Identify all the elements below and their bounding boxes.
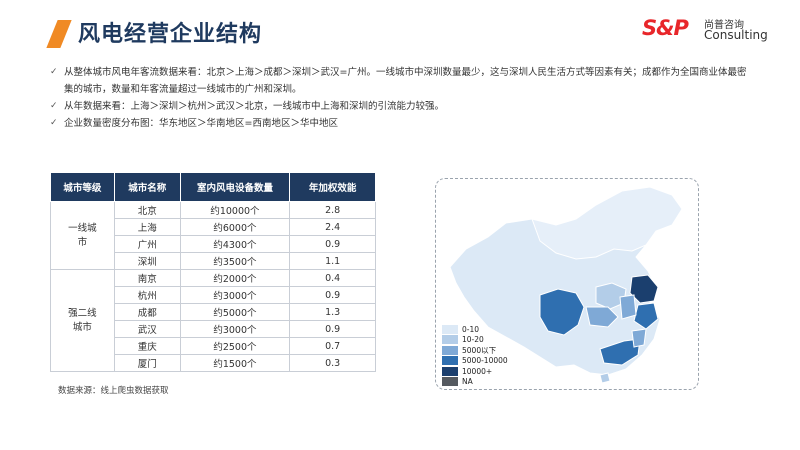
efficiency-cell: 2.4 — [289, 218, 376, 236]
count-cell: 约6000个 — [179, 218, 291, 236]
col-header-efficiency: 年加权效能 — [289, 172, 376, 202]
check-icon: ✓ — [50, 101, 58, 111]
bullet-item: ✓ 企业数量密度分布图：华东地区＞华南地区=西南地区＞华中地区 — [50, 115, 750, 132]
company-logo: S&P 尚普咨询 Consulting — [642, 16, 774, 46]
source-note: 数据来源：线上爬虫数据获取 — [58, 386, 169, 396]
efficiency-cell: 0.4 — [289, 269, 376, 287]
city-cell: 广州 — [113, 235, 181, 253]
count-cell: 约1500个 — [179, 354, 291, 372]
count-cell: 约3000个 — [179, 286, 291, 304]
bullet-item: ✓ 从年数据来看：上海＞深圳＞杭州＞武汉＞北京，一线城市中上海和深圳的引流能力较… — [50, 98, 750, 115]
table-row: 成都 约5000个 1.3 — [51, 303, 376, 321]
efficiency-cell: 1.1 — [289, 252, 376, 270]
map-region-hainan — [599, 372, 611, 384]
legend-swatch — [442, 356, 458, 366]
count-cell: 约5000个 — [179, 303, 291, 321]
legend-label: 5000以下 — [462, 345, 497, 355]
china-density-map: 0-10 10-20 5000以下 5000-10000 10000+ NA — [435, 178, 699, 390]
bullet-text: 企业数量密度分布图：华东地区＞华南地区=西南地区＞华中地区 — [64, 118, 338, 129]
map-region-fujian — [631, 328, 647, 348]
city-cell: 杭州 — [113, 286, 181, 304]
map-region-hubei — [585, 306, 619, 328]
title-accent-bar — [46, 20, 72, 48]
map-region-guangdong — [599, 338, 641, 366]
count-cell: 约2500个 — [179, 337, 291, 355]
map-region-anhui — [619, 294, 637, 320]
efficiency-cell: 0.7 — [289, 337, 376, 355]
legend-item: 10000+ — [442, 366, 508, 377]
check-icon: ✓ — [50, 118, 58, 128]
map-region-sichuan — [539, 288, 585, 336]
page-title: 风电经营企业结构 — [78, 22, 263, 47]
legend-swatch — [442, 324, 458, 334]
efficiency-cell: 0.9 — [289, 235, 376, 253]
legend-swatch — [442, 366, 458, 376]
logo-cn-text: 尚普咨询 — [704, 20, 744, 31]
legend-item: 5000以下 — [442, 345, 508, 356]
table-row: 一线城市 北京 约10000个 2.8 — [50, 201, 376, 270]
table-row: 重庆 约2500个 0.7 — [51, 337, 376, 355]
legend-label: NA — [462, 377, 473, 387]
city-cell: 厦门 — [113, 354, 181, 372]
city-cell: 武汉 — [113, 320, 181, 338]
map-region-north — [531, 186, 683, 260]
count-cell: 约3500个 — [179, 252, 291, 270]
legend-swatch — [442, 377, 458, 387]
legend-swatch — [442, 345, 458, 355]
legend-label: 5000-10000 — [462, 356, 508, 366]
efficiency-cell: 1.3 — [289, 303, 376, 321]
col-header-city: 城市名称 — [113, 172, 181, 202]
check-icon: ✓ — [50, 67, 58, 77]
city-cell: 成都 — [113, 303, 181, 321]
map-legend: 0-10 10-20 5000以下 5000-10000 10000+ NA — [442, 324, 508, 387]
legend-item: 10-20 — [442, 335, 508, 346]
legend-swatch — [442, 335, 458, 345]
count-cell: 约3000个 — [179, 320, 291, 338]
map-region-zhejiang — [633, 302, 659, 330]
city-table: 城市等级 城市名称 室内风电设备数量 年加权效能 一线城市 北京 约10000个… — [50, 172, 376, 372]
table-header-row: 城市等级 城市名称 室内风电设备数量 年加权效能 — [50, 172, 376, 202]
logo-mark: S&P — [642, 16, 689, 40]
legend-label: 10000+ — [462, 366, 493, 376]
tier-cell: 强二线城市 — [50, 269, 115, 372]
map-region-jiangsu — [629, 274, 659, 304]
legend-label: 0-10 — [462, 324, 480, 334]
col-header-count: 室内风电设备数量 — [179, 172, 291, 202]
efficiency-cell: 0.9 — [289, 286, 376, 304]
table-row: 厦门 约1500个 0.3 — [51, 354, 376, 372]
summary-bullets: ✓ 从整体城市风电年客流数据来看：北京＞上海＞成都＞深圳＞武汉=广州。一线城市中… — [50, 64, 750, 132]
legend-item: 0-10 — [442, 324, 508, 335]
bullet-text: 从年数据来看：上海＞深圳＞杭州＞武汉＞北京，一线城市中上海和深圳的引流能力较强。 — [64, 101, 445, 112]
tier-cell: 一线城市 — [50, 201, 115, 270]
legend-label: 10-20 — [462, 335, 484, 345]
bullet-text: 从整体城市风电年客流数据来看：北京＞上海＞成都＞深圳＞武汉=广州。一线城市中深圳… — [64, 67, 747, 95]
city-cell: 上海 — [113, 218, 181, 236]
city-cell: 重庆 — [113, 337, 181, 355]
table-row: 强二线城市 南京 约2000个 0.4 — [50, 269, 376, 372]
city-cell: 南京 — [113, 269, 181, 287]
efficiency-cell: 2.8 — [289, 201, 376, 219]
bullet-item: ✓ 从整体城市风电年客流数据来看：北京＞上海＞成都＞深圳＞武汉=广州。一线城市中… — [50, 64, 750, 98]
efficiency-cell: 0.3 — [289, 354, 376, 372]
city-cell: 深圳 — [113, 252, 181, 270]
china-map-graphic — [449, 186, 683, 384]
efficiency-cell: 0.9 — [289, 320, 376, 338]
count-cell: 约4300个 — [179, 235, 291, 253]
table-row: 武汉 约3000个 0.9 — [51, 320, 376, 338]
col-header-tier: 城市等级 — [50, 172, 115, 202]
logo-en-text: Consulting — [704, 28, 768, 42]
legend-item: NA — [442, 377, 508, 388]
count-cell: 约10000个 — [179, 201, 291, 219]
count-cell: 约2000个 — [179, 269, 291, 287]
city-cell: 北京 — [113, 201, 181, 219]
legend-item: 5000-10000 — [442, 356, 508, 367]
